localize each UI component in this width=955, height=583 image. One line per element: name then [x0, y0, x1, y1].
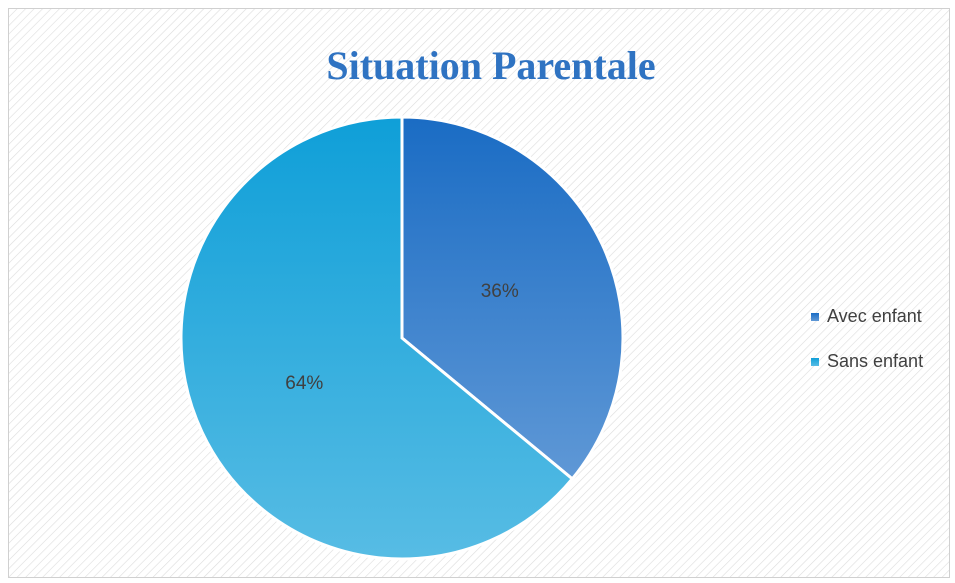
data-label: 64%	[285, 373, 323, 394]
legend-swatch	[811, 358, 819, 366]
legend-label: Sans enfant	[827, 351, 923, 371]
legend-label: Avec enfant	[827, 306, 922, 326]
pie-slice	[179, 115, 575, 561]
chart-title: Situation Parentale	[326, 43, 655, 88]
legend-swatch	[811, 313, 819, 321]
pie-slice	[400, 115, 625, 481]
data-label: 36%	[481, 281, 519, 302]
